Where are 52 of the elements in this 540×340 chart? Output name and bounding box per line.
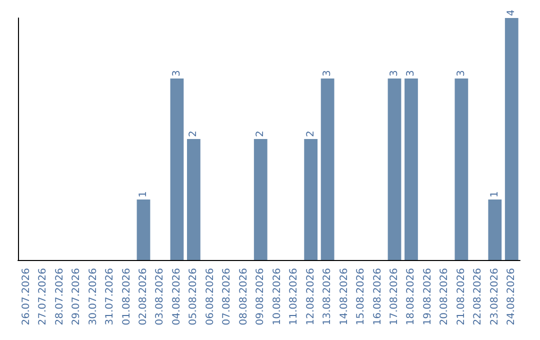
bar bbox=[136, 200, 150, 260]
bar bbox=[388, 78, 402, 260]
bar bbox=[504, 18, 518, 260]
bar bbox=[454, 78, 468, 260]
bar bbox=[170, 78, 184, 260]
data-label: 3 bbox=[171, 70, 182, 76]
x-tick-label: 04.08.2026 bbox=[171, 268, 182, 326]
x-tick-label: 01.08.2026 bbox=[121, 268, 132, 326]
x-tick-label: 09.08.2026 bbox=[255, 268, 266, 326]
x-tick-label: 31.07.2026 bbox=[104, 268, 116, 326]
x-tick-label: 12.08.2026 bbox=[305, 268, 316, 326]
x-tick-label: 30.07.2026 bbox=[88, 268, 99, 326]
data-label: 3 bbox=[389, 70, 400, 76]
x-tick-label: 02.08.2026 bbox=[138, 268, 149, 326]
x-tick-label: 23.08.2026 bbox=[489, 268, 500, 326]
data-label: 2 bbox=[188, 130, 200, 137]
x-tick-label: 27.07.2026 bbox=[38, 268, 49, 326]
bar bbox=[320, 78, 334, 260]
x-tick-label: 07.08.2026 bbox=[222, 268, 233, 326]
data-label: 3 bbox=[322, 70, 334, 76]
x-tick-label: 21.08.2026 bbox=[456, 268, 467, 326]
x-tick-label: 14.08.2026 bbox=[338, 268, 350, 326]
data-label: 4 bbox=[506, 10, 518, 16]
data-label: 3 bbox=[406, 70, 417, 76]
x-tick-label: 11.08.2026 bbox=[288, 268, 300, 326]
data-label: 1 bbox=[138, 191, 149, 198]
x-tick-label: 20.08.2026 bbox=[439, 268, 450, 326]
x-tick-label: 18.08.2026 bbox=[406, 268, 417, 326]
x-tick-label: 06.08.2026 bbox=[204, 268, 216, 326]
x-tick-label: 10.08.2026 bbox=[272, 268, 283, 326]
x-tick-label: 05.08.2026 bbox=[188, 268, 200, 326]
x-tick-label: 13.08.2026 bbox=[322, 268, 334, 326]
x-tick-label: 22.08.2026 bbox=[472, 268, 484, 326]
bar bbox=[254, 139, 268, 260]
data-label: 2 bbox=[305, 130, 316, 137]
x-tick-label: 29.07.2026 bbox=[71, 268, 82, 326]
x-tick-label: 19.08.2026 bbox=[422, 268, 434, 326]
x-tick-label: 08.08.2026 bbox=[238, 268, 250, 326]
bar bbox=[187, 139, 200, 260]
x-tick-label: 24.08.2026 bbox=[506, 268, 518, 326]
bar bbox=[488, 200, 502, 260]
x-tick-label: 28.07.2026 bbox=[54, 268, 66, 326]
data-label: 1 bbox=[489, 191, 500, 198]
x-tick-label: 03.08.2026 bbox=[154, 268, 166, 326]
bar bbox=[404, 78, 418, 260]
x-tick-label: 17.08.2026 bbox=[389, 268, 400, 326]
data-label: 3 bbox=[456, 70, 467, 76]
x-tick-label: 15.08.2026 bbox=[356, 268, 367, 326]
data-label: 2 bbox=[255, 130, 266, 137]
x-tick-label: 16.08.2026 bbox=[372, 268, 384, 326]
x-tick-label: 26.07.2026 bbox=[20, 268, 32, 326]
bar bbox=[304, 139, 318, 260]
